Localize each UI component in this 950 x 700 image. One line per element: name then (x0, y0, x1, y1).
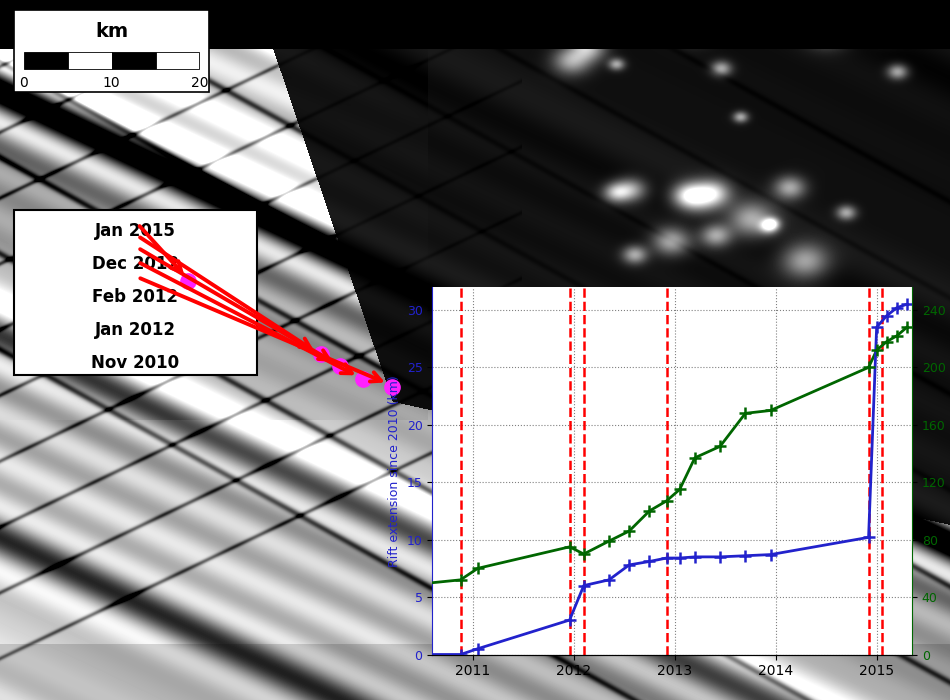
Text: Feb 2012: Feb 2012 (92, 288, 179, 306)
Text: Dec 2012: Dec 2012 (92, 256, 179, 273)
Bar (112, 52, 156, 69)
Text: Jan 2015: Jan 2015 (95, 223, 176, 240)
Text: km: km (95, 22, 128, 41)
Bar (14, 10, 209, 92)
Text: 20: 20 (191, 76, 208, 90)
Text: 10: 10 (103, 76, 121, 90)
Bar (24, 52, 67, 69)
Y-axis label: Rift extension since 2010 (km): Rift extension since 2010 (km) (389, 375, 401, 566)
Text: Nov 2010: Nov 2010 (91, 354, 180, 372)
Text: Jan 2012: Jan 2012 (95, 321, 176, 339)
Bar (67, 52, 112, 69)
Bar (14, 210, 256, 374)
Text: 0: 0 (19, 76, 28, 90)
Bar (156, 52, 200, 69)
